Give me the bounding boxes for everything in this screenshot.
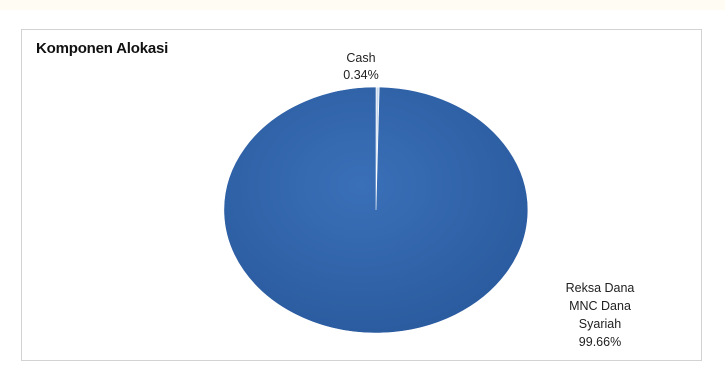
data-label-line: 0.34% (343, 68, 378, 82)
pie-slice-reksa-dana (223, 86, 529, 334)
data-label-line: MNC Dana (569, 299, 631, 313)
data-label-line: Cash (346, 51, 375, 65)
data-label-line: Reksa Dana (566, 281, 635, 295)
chart-frame: Komponen Alokasi Cash 0.34% Reksa Dana MNC … (21, 29, 702, 361)
data-label-cash: Cash 0.34% (343, 51, 378, 82)
data-label-line: 99.66% (579, 335, 621, 349)
pie-slices (223, 86, 529, 334)
pie-chart: Cash 0.34% Reksa Dana MNC Dana Syariah 99.66% (223, 51, 634, 349)
pie-labels: Cash 0.34% Reksa Dana MNC Dana Syariah 99.66% (343, 51, 634, 349)
data-label-line: Syariah (579, 317, 621, 331)
chart-title: Komponen Alokasi (36, 40, 169, 57)
data-label-reksa-dana: Reksa Dana MNC Dana Syariah 99.66% (566, 281, 635, 349)
